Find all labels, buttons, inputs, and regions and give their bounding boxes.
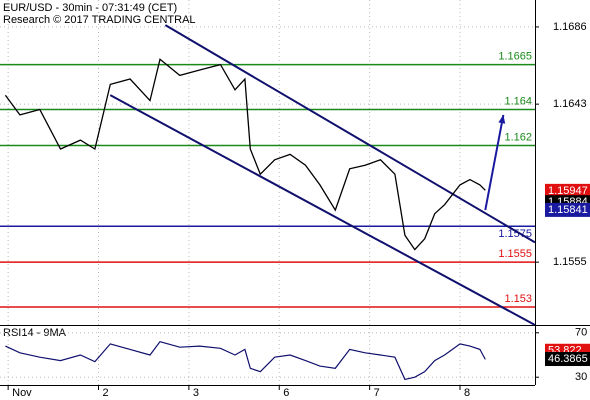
rsi-label: RSI14 - 9MA [3, 327, 67, 339]
level-label: 1.1555 [498, 248, 532, 260]
x-tick-label: 2 [103, 387, 109, 399]
x-tick-label: 8 [464, 387, 470, 399]
y-tick-label: 1.1686 [553, 21, 587, 33]
y-tick-label: 1.1555 [553, 256, 587, 268]
arrow-line [484, 114, 505, 211]
chart-subtitle: Research © 2017 TRADING CENTRAL [3, 14, 196, 26]
y-tick-label: 30 [575, 371, 587, 383]
price-tag-label: 46.3865 [548, 353, 588, 365]
rsi-line [5, 341, 486, 381]
price-tag [545, 183, 590, 198]
price-tag [545, 202, 590, 217]
level-label: 1.164 [504, 95, 532, 107]
x-tick-label: 7 [374, 387, 380, 399]
level-label: 1.1575 [498, 228, 532, 240]
channel-line [109, 94, 536, 326]
x-tick-label: 3 [193, 387, 199, 399]
y-tick-label: 1.1643 [553, 98, 587, 110]
channel-line [164, 24, 536, 244]
price-tag-label: 1.15947 [548, 185, 588, 197]
level-label: 1.153 [504, 293, 532, 305]
x-tick-label: Nov [12, 387, 32, 399]
arrow-head [498, 114, 506, 124]
y-tick-label: 70 [575, 327, 587, 339]
level-label: 1.1665 [498, 51, 532, 63]
price-tag-label: 1.15841 [548, 204, 588, 216]
price-tag [545, 352, 590, 367]
x-tick-label: 6 [283, 387, 289, 399]
price-line [4, 58, 486, 251]
chart-title: EUR/USD - 30min - 07:31:49 (CET) [3, 2, 177, 14]
level-label: 1.162 [504, 131, 532, 143]
